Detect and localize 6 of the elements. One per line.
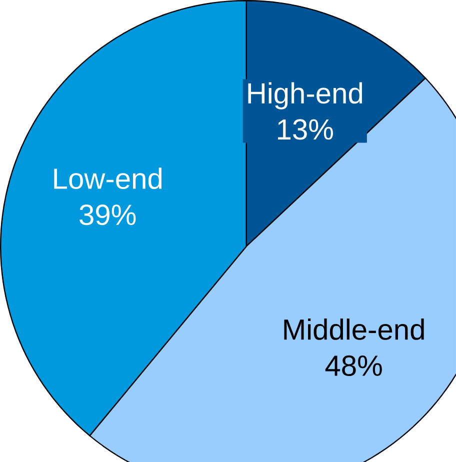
- slice-label: Middle-end: [284, 318, 424, 340]
- slice-label: High-end: [248, 82, 362, 110]
- data-label: 39%: [80, 204, 136, 226]
- data-label: 13%: [278, 119, 333, 140]
- data-label: 48%: [325, 355, 382, 376]
- slice-label: Low-end: [54, 168, 162, 190]
